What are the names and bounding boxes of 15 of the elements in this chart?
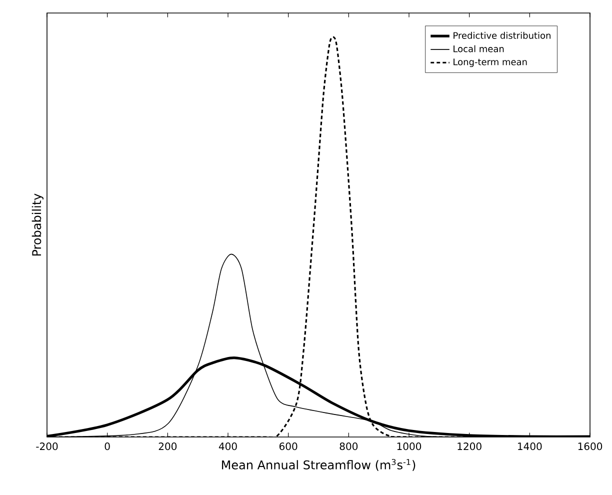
x-tick-label: 1200 — [458, 442, 482, 450]
legend-label: Local mean — [454, 45, 504, 52]
x-tick-label: 1400 — [518, 442, 542, 450]
x-tick-label: 800 — [340, 442, 358, 450]
x-tick-label: -200 — [36, 442, 58, 450]
y-axis-title: Probability — [32, 194, 44, 256]
x-tick-label: 1000 — [397, 442, 422, 450]
x-tick-label: 200 — [158, 442, 177, 450]
x-tick-label: 600 — [280, 442, 298, 450]
x-axis-title: Mean Annual Streamflow (m$^{3}$s$^{-1}$) — [222, 458, 416, 471]
legend-label: Predictive distribution — [454, 32, 550, 39]
legend-label: Long-term mean — [454, 58, 527, 68]
x-tick-label: 0 — [104, 442, 110, 450]
x-tick-label: 1600 — [578, 442, 602, 450]
x-tick-label: 400 — [218, 442, 237, 450]
